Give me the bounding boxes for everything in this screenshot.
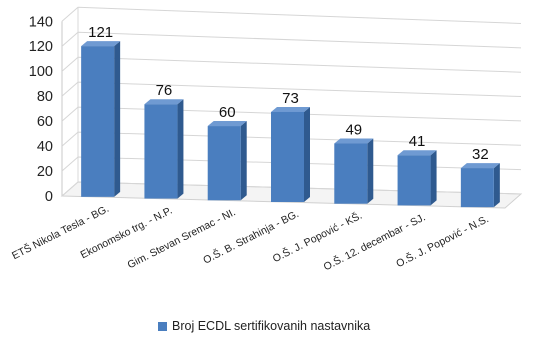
data-label: 121 [88,24,113,41]
x-axis-ticks: ETŠ Nikola Tesla - BG.Ekonomsko trg. - N… [10,202,491,273]
gridline [61,131,522,147]
bar-top [334,138,374,144]
bar [397,150,437,206]
gridline [61,31,522,49]
y-tick-label: 140 [29,14,53,30]
data-label: 32 [472,146,489,163]
data-label: 41 [409,133,426,150]
bar-top [207,121,247,127]
x-tick-label: Gim. Stevan Sremac - NI. [126,206,238,271]
bar-front [334,143,368,204]
data-label: 73 [282,90,299,107]
bar-side [493,163,500,208]
bar [144,99,184,199]
bar [271,106,310,202]
bar-side [240,121,247,201]
bar-side [114,41,121,197]
bar-front [207,126,241,201]
bar-front [81,46,115,197]
y-axis-ticks: 0 20 40 60 80 100 120 140 [29,14,53,205]
data-labels: 121 76 60 73 49 41 32 [88,24,489,163]
bar-side [367,138,374,204]
legend-label: Broj ECDL sertifikovanih nastavnika [172,319,371,333]
data-label: 60 [219,104,236,121]
bar-top [460,163,500,169]
bar-side [177,99,184,199]
y-tick-label: 100 [29,64,53,80]
bar-side [304,106,310,202]
y-tick-label: 80 [37,89,53,105]
gridline [61,6,522,24]
y-tick-label: 0 [45,189,53,205]
gridline [61,56,522,73]
y-tick-label: 20 [37,164,53,180]
bar [81,41,121,197]
y-tick-label: 120 [29,39,53,55]
data-label: 76 [156,82,173,99]
bar [334,138,374,204]
bar-top [144,99,184,105]
bar-front [460,168,494,208]
bars [81,41,500,208]
bar-top [271,106,310,112]
gridline [61,156,522,172]
gridline [61,181,522,197]
legend: Broj ECDL sertifikovanih nastavnika [158,318,370,334]
bar-front [397,155,431,206]
legend-swatch [158,321,167,331]
bar-side [430,150,437,206]
gridline [61,106,522,122]
bar-top [397,150,437,156]
gridline [61,81,522,98]
bar-top [81,41,121,47]
data-label: 49 [345,122,362,139]
gridlines [61,6,522,197]
bar [460,163,500,208]
bar-front [144,104,178,199]
y-tick-label: 60 [37,114,53,130]
bar [207,121,247,201]
bar-front [271,111,304,202]
y-tick-label: 40 [37,139,53,155]
